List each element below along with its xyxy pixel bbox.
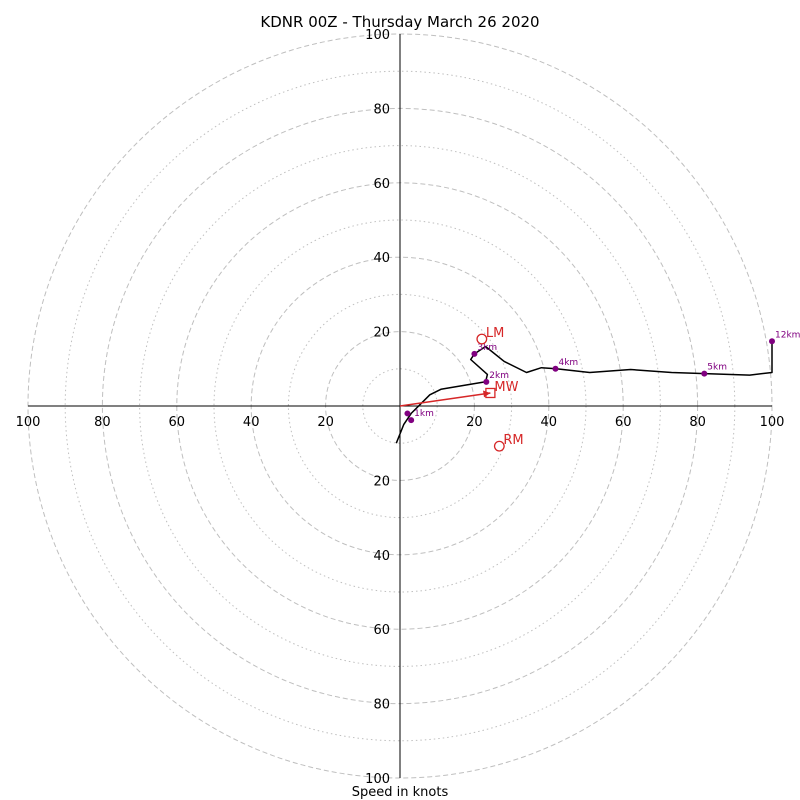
- tick-label-top-40: 40: [373, 251, 390, 266]
- tick-label-left-100: 100: [16, 415, 41, 430]
- storm-motion-label-MW: MW: [494, 380, 518, 395]
- storm-motion-marker-MW: [485, 387, 496, 399]
- tick-label-bottom-40: 40: [373, 549, 390, 564]
- height-marker-3km: [471, 350, 478, 357]
- height-markers: 1km 2km 3km 4km 5km 12km: [404, 330, 800, 424]
- tick-label-right-100: 100: [760, 415, 785, 430]
- tick-label-left-40: 40: [243, 415, 260, 430]
- height-label-5km: 5km: [707, 363, 727, 373]
- tick-label-right-80: 80: [689, 415, 706, 430]
- ring-tick-labels: 20 20 20 20 40 40 40 40 60 60 60 60 80 80 80 80 100 100 10…: [16, 28, 785, 787]
- trace-line: [395, 341, 773, 444]
- height-marker-1km: [408, 417, 415, 424]
- mean-wind-arrow-head: [483, 390, 491, 398]
- height-marker-12km: [769, 338, 775, 345]
- tick-label-bottom-60: 60: [373, 623, 390, 638]
- tick-label-top-20: 20: [373, 326, 390, 341]
- tick-label-right-60: 60: [615, 415, 632, 430]
- storm-motion-marker-RM: [493, 440, 505, 452]
- tick-label-left-20: 20: [317, 415, 334, 430]
- height-label-12km: 12km: [775, 330, 800, 340]
- storm-motion-label-LM: LM: [486, 326, 504, 341]
- height-marker-4km: [552, 365, 559, 372]
- height-label-2km: 2km: [489, 371, 509, 381]
- mean-wind-arrow-shaft: [399, 392, 491, 407]
- chart-title: KDNR 00Z - Thursday March 26 2020: [260, 13, 539, 31]
- storm-motion-markers: LM RM MW: [399, 326, 524, 452]
- tick-label-bottom-80: 80: [373, 698, 390, 713]
- storm-motion-marker-LM: [476, 333, 488, 345]
- height-marker-1: [404, 410, 411, 417]
- tick-label-right-40: 40: [541, 415, 558, 430]
- height-label-3km: 3km: [477, 343, 497, 353]
- tick-label-left-60: 60: [169, 415, 186, 430]
- tick-label-bottom-20: 20: [373, 474, 390, 489]
- tick-label-bottom-100: 100: [365, 772, 390, 787]
- height-marker-2km: [483, 378, 490, 385]
- hodograph-trace: [395, 341, 773, 444]
- height-marker-5km: [701, 370, 708, 377]
- storm-motion-label-RM: RM: [503, 433, 523, 448]
- tick-label-right-20: 20: [466, 415, 483, 430]
- tick-label-top-80: 80: [373, 102, 390, 117]
- x-axis-label: Speed in knots: [352, 785, 449, 800]
- tick-label-top-60: 60: [373, 177, 390, 192]
- height-label-4km: 4km: [558, 358, 578, 368]
- tick-label-top-100: 100: [365, 28, 390, 43]
- height-label-1km: 1km: [414, 409, 434, 419]
- tick-label-left-80: 80: [94, 415, 111, 430]
